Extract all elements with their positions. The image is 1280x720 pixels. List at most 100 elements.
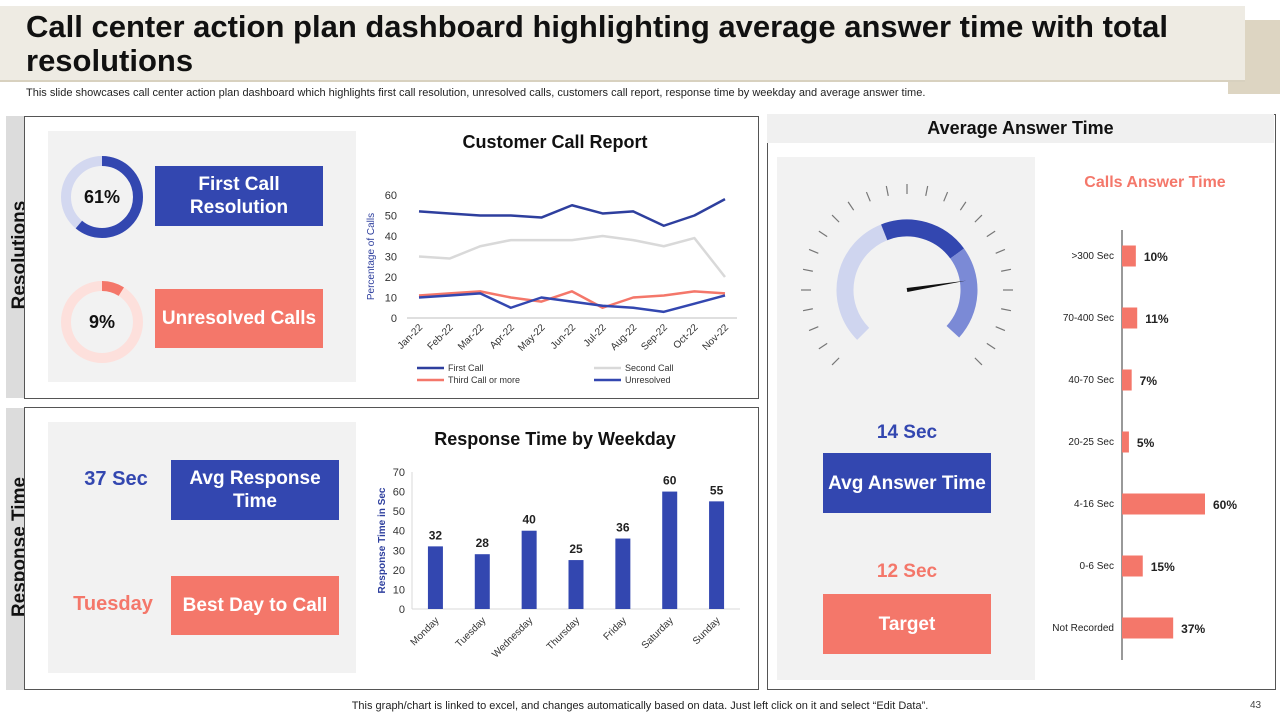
gauge-segment-high [946, 248, 978, 338]
x-tick-label: Wednesday [490, 615, 535, 660]
y-tick-label: 0 [391, 313, 397, 325]
category-label: 4-16 Sec [1074, 499, 1114, 510]
x-tick-label: May-22 [516, 322, 548, 354]
series-line-unresolved [418, 292, 726, 314]
first-call-donut: 61% [61, 156, 143, 238]
target-value: 12 Sec [876, 561, 938, 582]
y-tick-label: 30 [385, 252, 397, 264]
gauge-tick [995, 248, 1006, 254]
weekday-bar-chart: 0 10 20 30 40 50 60 70 Response Time in Sec 32 Mon… [377, 467, 740, 660]
legend-label: First Call [448, 363, 484, 373]
gauge-tick [974, 214, 983, 223]
footer-note: This graph/chart is linked to excel, and… [351, 700, 929, 712]
bar-wednesday [521, 530, 537, 609]
bar-value-label: 11% [1145, 312, 1169, 326]
answer-title: Average Answer Time [927, 118, 1114, 138]
x-tick-label: Monday [409, 615, 442, 648]
category-label: Not Recorded [1052, 623, 1114, 634]
bar-value-label: 36 [616, 521, 630, 535]
gauge-tick [995, 326, 1006, 332]
answer-bar [1122, 369, 1132, 391]
bar-value-label: 37% [1181, 622, 1205, 636]
category-label: 70-400 Sec [1063, 313, 1114, 324]
bar-value-label: 28 [476, 536, 490, 550]
gauge-tick [831, 357, 840, 366]
bar-tuesday [474, 554, 490, 609]
y-tick-label: 60 [385, 190, 397, 202]
call-report-title: Customer Call Report [462, 132, 648, 152]
gauge-tick [1001, 308, 1012, 312]
y-tick-label: 20 [385, 272, 397, 284]
gauge-tick [847, 201, 855, 211]
answer-bar [1122, 431, 1129, 453]
y-axis-label: Percentage of Calls [366, 213, 377, 300]
unresolved-percent: 9% [89, 312, 115, 332]
gauge-segment-low [836, 224, 888, 340]
series-line-third-call-or-more [418, 290, 726, 309]
answer-bar [1122, 555, 1143, 577]
call-report-chart: 0 10 20 30 40 50 60 Percentage of Calls Jan-22 Fe… [366, 190, 737, 385]
bar-value-label: 55 [710, 483, 724, 497]
x-tick-label: Oct-22 [672, 322, 701, 351]
x-tick-label: Saturday [640, 615, 676, 651]
x-tick-label: Thursday [545, 615, 582, 652]
bar-value-label: 60 [663, 474, 677, 488]
gauge-tick [925, 185, 929, 196]
x-tick-label: Jun-22 [549, 322, 579, 352]
x-tick-label: Friday [602, 615, 629, 642]
legend-label: Third Call or more [448, 375, 520, 385]
weekday-chart-title: Response Time by Weekday [434, 429, 676, 449]
gauge-tick [974, 357, 983, 366]
category-label: 40-70 Sec [1068, 375, 1114, 386]
x-tick-label: Jan-22 [396, 322, 426, 352]
first-call-resolution-box: First Call Resolution [155, 166, 323, 226]
x-tick-label: Aug-22 [609, 322, 640, 353]
category-label: >300 Sec [1071, 251, 1114, 262]
avg-answer-value: 14 Sec [876, 422, 938, 443]
target-box: Target [823, 594, 991, 654]
gauge-tick [885, 185, 889, 196]
series-line-first-call [418, 197, 726, 227]
avg-response-time-box: Avg Response Time [171, 460, 339, 520]
y-tick-label: 70 [393, 467, 405, 479]
y-tick-label: 60 [393, 487, 405, 499]
best-day-value: Tuesday [73, 593, 153, 615]
first-call-percent: 61% [84, 187, 120, 207]
avg-answer-time-box: Avg Answer Time [823, 453, 991, 513]
answer-bar [1122, 245, 1136, 267]
gauge-tick [943, 191, 949, 202]
bar-monday [427, 546, 443, 609]
y-tick-label: 10 [393, 584, 405, 596]
answer-bar [1122, 617, 1174, 639]
x-tick-label: Nov-22 [701, 322, 732, 353]
y-tick-label: 40 [385, 231, 397, 243]
y-tick-label: 50 [393, 506, 405, 518]
x-tick-label: Apr-22 [488, 322, 517, 351]
gauge-tick [986, 342, 996, 350]
unresolved-calls-box: Unresolved Calls [155, 289, 323, 348]
category-label: 0-6 Sec [1080, 561, 1114, 572]
gauge-tick [959, 201, 967, 211]
gauge-tick [1001, 268, 1012, 272]
x-tick-label: Tuesday [454, 615, 489, 650]
bar-saturday [662, 491, 678, 609]
y-tick-label: 40 [393, 526, 405, 538]
gauge-segment-mid [881, 219, 965, 259]
unresolved-donut-arc [61, 281, 143, 363]
y-tick-label: 20 [393, 565, 405, 577]
x-tick-label: Sunday [691, 615, 723, 647]
y-tick-label: 50 [385, 211, 397, 223]
x-tick-label: Jul-22 [582, 322, 609, 349]
y-tick-label: 10 [385, 293, 397, 305]
y-axis-label: Response Time in Sec [377, 487, 388, 593]
x-tick-label: Sep-22 [639, 322, 670, 353]
page-number: 43 [1250, 700, 1262, 711]
bar-value-label: 60% [1213, 498, 1237, 512]
calls-answer-time-chart: >300 Sec 10% 70-400 Sec 11% 40-70 Sec 7% 20-25… [1052, 230, 1237, 660]
bar-value-label: 5% [1137, 436, 1155, 450]
answer-time-gauge [801, 184, 1013, 366]
bar-value-label: 10% [1144, 250, 1168, 264]
bar-friday [615, 538, 631, 609]
gauge-tick [802, 308, 813, 312]
gauge-tick [802, 268, 813, 272]
